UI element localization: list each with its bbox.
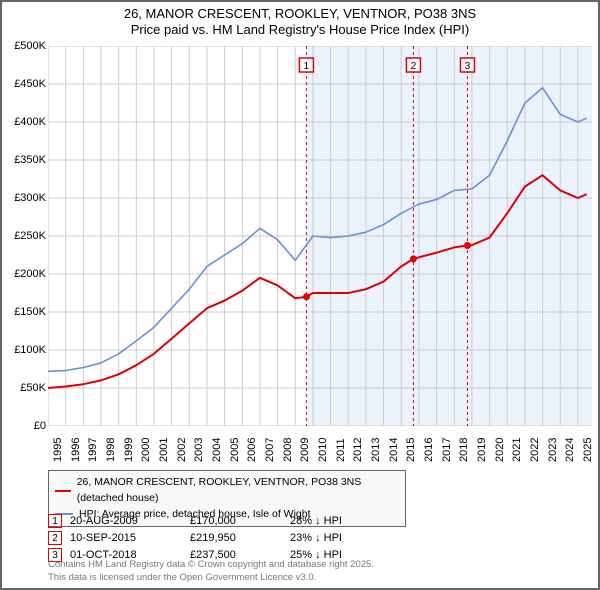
x-tick-label: 2009 [299,438,311,462]
sales-table: 1 20-AUG-2009£170,00028% ↓ HPI 2 10-SEP-201… [48,512,390,563]
chart-title: 26, MANOR CRESCENT, ROOKLEY, VENTNOR, PO… [2,2,598,39]
plot-area: 1 2 3 [48,46,592,426]
x-tick-label: 2022 [529,438,541,462]
x-tick-label: 1998 [105,438,117,462]
x-tick-label: 2011 [335,438,347,462]
y-tick-label: £100K [6,344,46,356]
x-tick-label: 2013 [370,438,382,462]
sale-number-box: 1 [48,514,62,528]
x-tick-label: 2002 [176,438,188,462]
title-line-2: Price paid vs. HM Land Registry's House … [131,22,469,37]
y-tick-label: £200K [6,268,46,280]
chart-svg: 1 2 3 [48,46,592,426]
title-line-1: 26, MANOR CRESCENT, ROOKLEY, VENTNOR, PO… [124,6,476,21]
svg-text:1: 1 [304,61,310,72]
legend-label-property: 26, MANOR CRESCENT, ROOKLEY, VENTNOR, PO… [77,475,399,507]
y-tick-label: £250K [6,230,46,242]
x-tick-label: 2004 [211,438,223,462]
y-tick-label: £400K [6,116,46,128]
y-tick-label: £150K [6,306,46,318]
x-tick-label: 2005 [229,438,241,462]
y-tick-label: £500K [6,40,46,52]
x-tick-label: 2023 [547,438,559,462]
chart-frame: 26, MANOR CRESCENT, ROOKLEY, VENTNOR, PO… [0,0,600,590]
y-tick-label: £50K [6,382,46,394]
sales-row: 2 10-SEP-2015£219,95023% ↓ HPI [48,529,390,546]
x-axis-labels: 1995 1996 1997 1998 1999 2000 2001 2002 2003 2004… [48,430,592,470]
x-tick-label: 2008 [282,438,294,462]
footer-line-1: Contains HM Land Registry data © Crown c… [48,559,374,570]
legend-item-property: 26, MANOR CRESCENT, ROOKLEY, VENTNOR, PO… [55,475,399,507]
svg-text:3: 3 [465,61,471,72]
x-tick-label: 2001 [158,438,170,462]
x-tick-label: 2003 [193,438,205,462]
sale-date: 10-SEP-2015 [70,532,190,544]
x-tick-label: 2016 [423,438,435,462]
x-tick-label: 2025 [582,438,594,462]
x-tick-label: 2024 [564,438,576,462]
x-tick-label: 1996 [70,438,82,462]
y-tick-label: £0 [6,420,46,432]
footer-line-2: This data is licensed under the Open Gov… [48,572,316,583]
x-tick-label: 2007 [264,438,276,462]
x-tick-label: 2019 [476,438,488,462]
sale-price: £170,000 [190,515,290,527]
footer-attribution: Contains HM Land Registry data © Crown c… [48,559,374,584]
x-tick-label: 1999 [123,438,135,462]
y-tick-label: £300K [6,192,46,204]
x-tick-label: 1997 [87,438,99,462]
sale-diff: 28% ↓ HPI [290,515,390,527]
x-tick-label: 2021 [511,438,523,462]
sale-diff: 23% ↓ HPI [290,532,390,544]
svg-text:2: 2 [411,61,417,72]
legend-swatch-property [55,490,71,492]
x-tick-label: 2000 [140,438,152,462]
x-tick-label: 1995 [52,438,64,462]
y-tick-label: £350K [6,154,46,166]
y-tick-label: £450K [6,78,46,90]
x-tick-label: 2012 [352,438,364,462]
x-tick-label: 2014 [388,438,400,462]
x-tick-label: 2006 [246,438,258,462]
sale-date: 20-AUG-2009 [70,515,190,527]
x-tick-label: 2017 [441,438,453,462]
sale-number-box: 2 [48,531,62,545]
x-tick-label: 2018 [458,438,470,462]
sale-price: £219,950 [190,532,290,544]
x-tick-label: 2010 [317,438,329,462]
x-tick-label: 2015 [405,438,417,462]
x-tick-label: 2020 [494,438,506,462]
sales-row: 1 20-AUG-2009£170,00028% ↓ HPI [48,512,390,529]
